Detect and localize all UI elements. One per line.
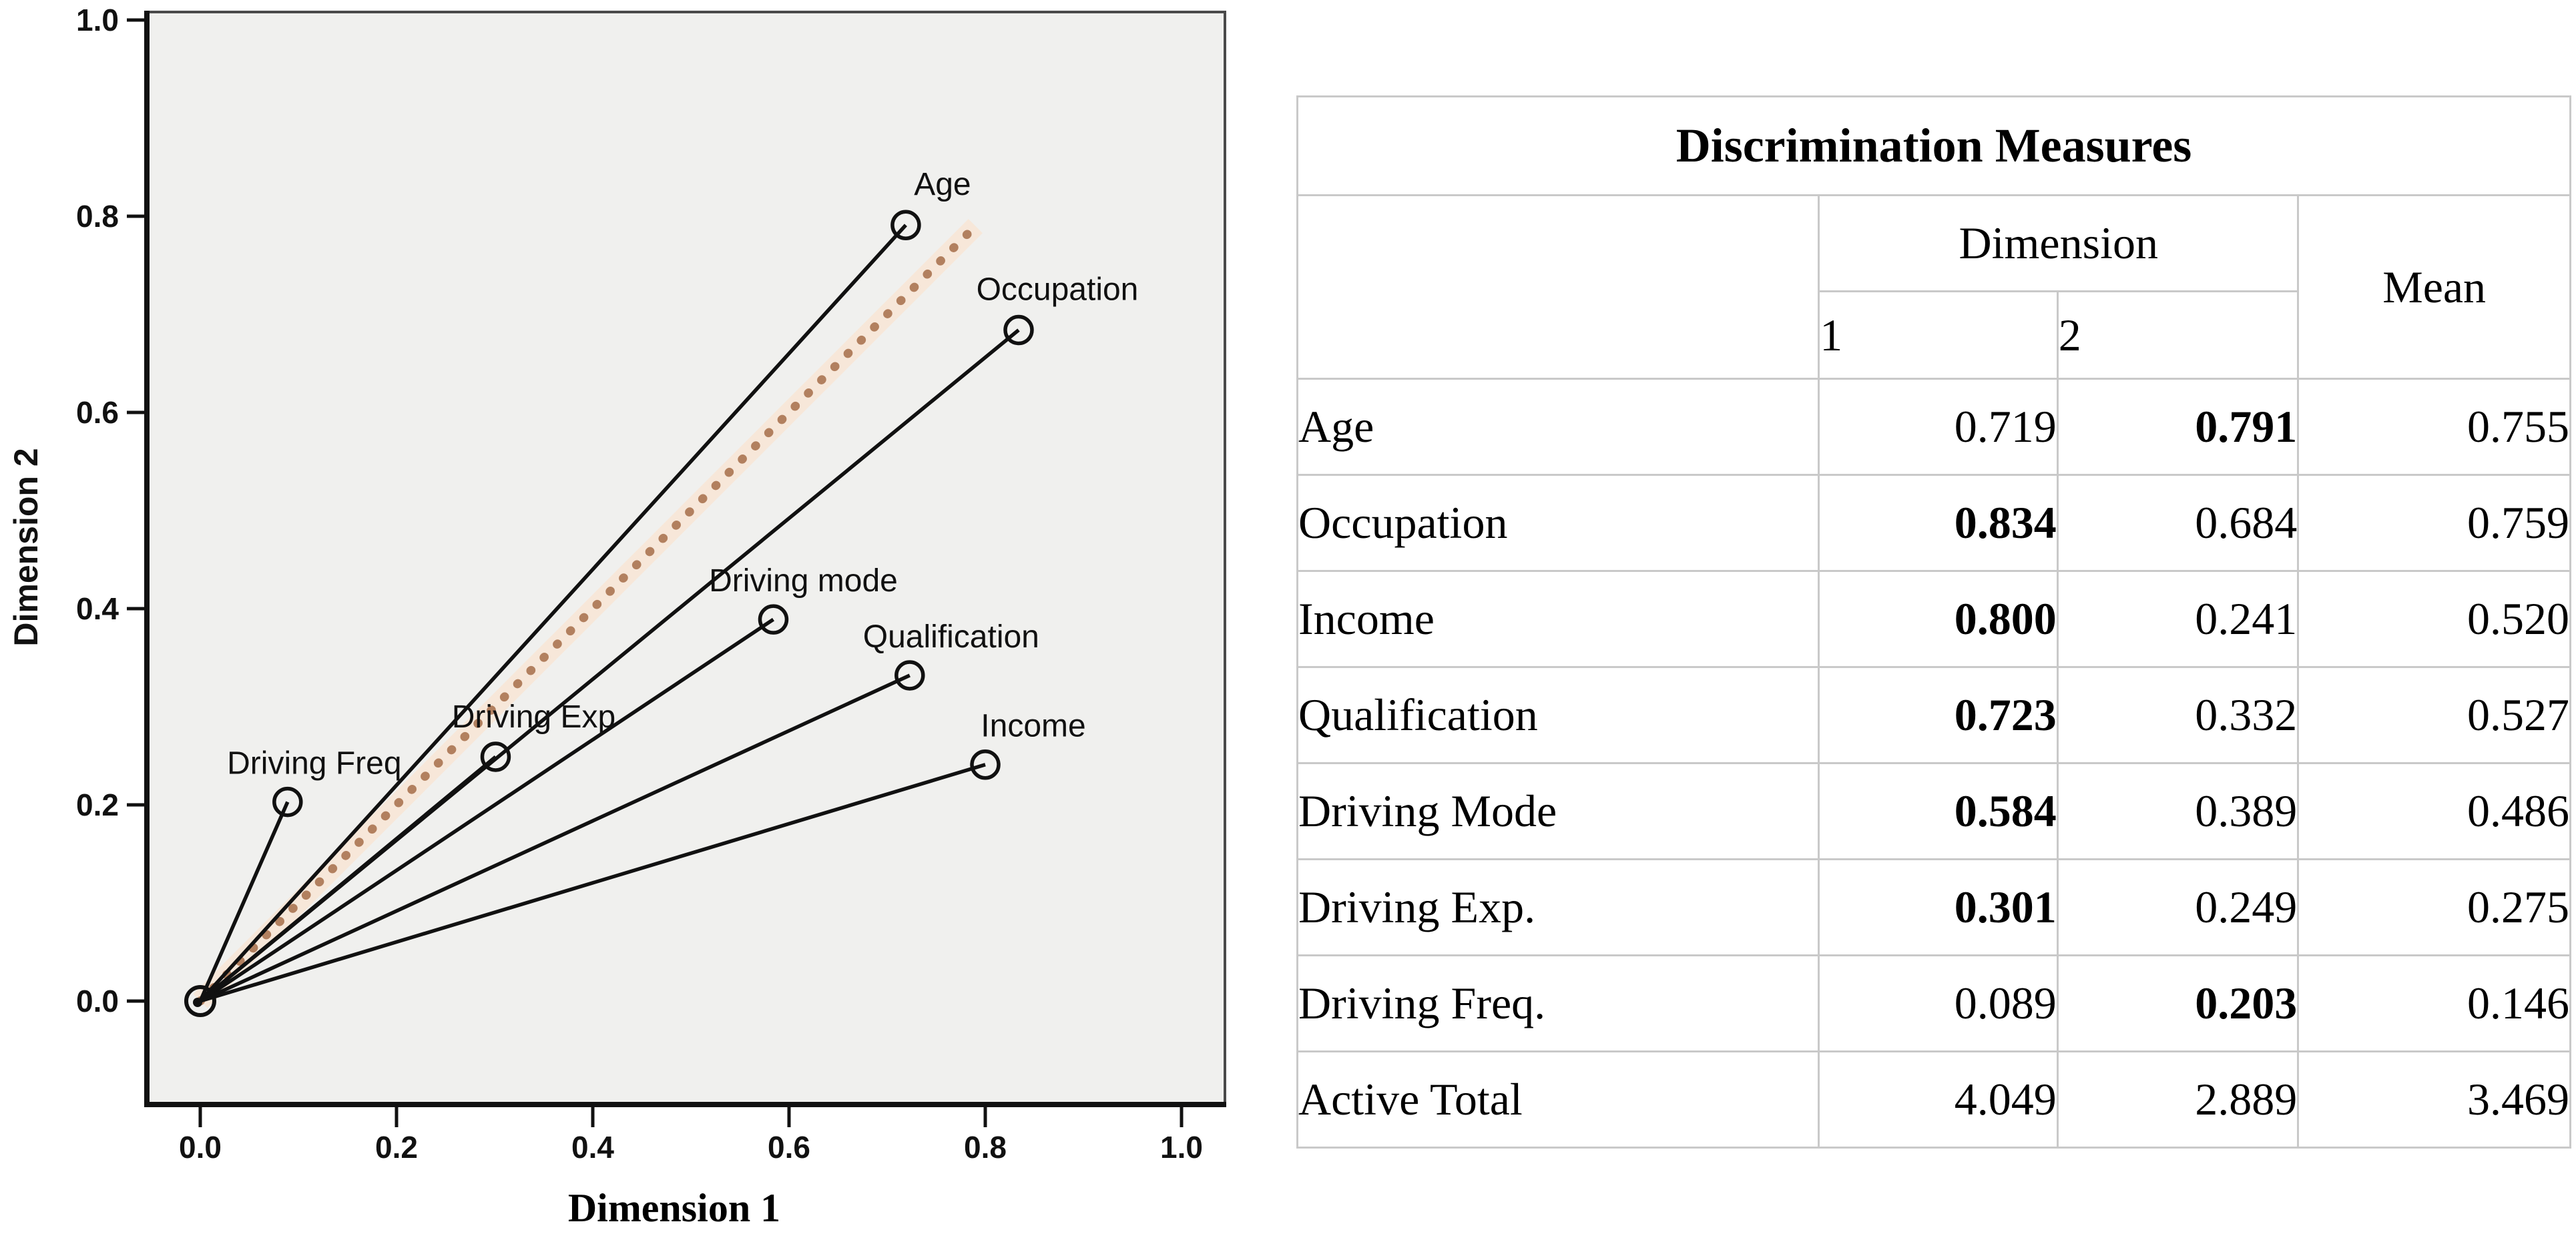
table-row: Age 0.719 0.791 0.755 <box>1296 378 2571 476</box>
point-label-occupation: Occupation <box>977 272 1139 308</box>
y-tick-label: 0.2 <box>76 788 119 822</box>
point-marker-age <box>890 210 921 240</box>
table-row: Driving Freq. 0.089 0.203 0.146 <box>1296 954 2571 1052</box>
y-axis-title: Dimension 2 <box>7 448 45 646</box>
dim2-value-cell: 0.241 <box>2056 570 2300 668</box>
table-header-row-group: Dimension Mean <box>1296 194 2571 380</box>
table-header-row-sub: 1 2 <box>1298 290 2571 380</box>
x-tick-label: 0.4 <box>571 1130 614 1165</box>
reference-line-dotted <box>196 222 980 1006</box>
discrimination-table-panel: Discrimination Measures Dimension Mean 1… <box>1296 95 2571 1248</box>
mean-value-cell: 0.520 <box>2297 570 2571 668</box>
discrimination-plot: 0.0 0.0 0.2 0.2 0.4 0.4 0.6 0.6 0.8 0.8 1.0 1.0 Dime… <box>0 0 1268 1248</box>
point-marker-income <box>970 749 1001 780</box>
mean-value-cell: 0.146 <box>2297 954 2571 1052</box>
row-label-cell: Driving Exp. <box>1296 858 1820 956</box>
row-label-cell: Age <box>1296 378 1820 476</box>
row-label-cell: Driving Freq. <box>1296 954 1820 1052</box>
discrimination-table-body: Discrimination Measures Dimension Mean 1… <box>1296 95 2571 1149</box>
header-dim1: 1 <box>1818 290 2059 380</box>
y-tick-label: 0.6 <box>76 395 119 430</box>
dim1-value-cell: 0.723 <box>1818 666 2059 764</box>
dim2-value-cell: 2.889 <box>2056 1050 2300 1149</box>
dim1-value-cell: 0.089 <box>1818 954 2059 1052</box>
dim1-value-cell: 0.301 <box>1818 858 2059 956</box>
vector-line-income <box>200 763 986 1003</box>
dim2-value-cell: 0.684 <box>2056 474 2300 572</box>
x-tick-label: 0.8 <box>964 1130 1007 1165</box>
table-row: Driving Exp. 0.301 0.249 0.275 <box>1296 858 2571 956</box>
discrimination-table: Discrimination Measures Dimension Mean 1… <box>1296 95 2571 1149</box>
vector-line-driving-exp <box>199 755 497 1003</box>
mean-value-cell: 3.469 <box>2297 1050 2571 1149</box>
point-label-qualification: Qualification <box>863 619 1039 655</box>
plot-area <box>146 11 1226 1106</box>
y-tick-label: 0.0 <box>76 984 119 1018</box>
point-marker-qualification <box>894 660 925 691</box>
table-title-row: Discrimination Measures <box>1296 95 2571 196</box>
discrimination-plot-svg: 0.0 0.0 0.2 0.2 0.4 0.4 0.6 0.6 0.8 0.8 1.0 1.0 Dime… <box>7 3 1226 1230</box>
x-tick-label: 0.6 <box>768 1130 810 1165</box>
dim2-value-cell: 0.389 <box>2056 762 2300 860</box>
vector-line-qualification <box>199 673 911 1003</box>
mean-value-cell: 0.486 <box>2297 762 2571 860</box>
point-marker-driving-freq <box>272 786 303 818</box>
x-tick-label: 0.0 <box>179 1130 222 1165</box>
header-dim2: 2 <box>2056 290 2300 380</box>
table-title: Discrimination Measures <box>1296 95 2571 196</box>
origin-point-dot <box>193 998 202 1007</box>
row-label-cell: Active Total <box>1296 1050 1820 1149</box>
dim1-value-cell: 0.719 <box>1818 378 2059 476</box>
x-tick-label: 0.2 <box>375 1130 418 1165</box>
mean-value-cell: 0.759 <box>2297 474 2571 572</box>
x-axis-title: Dimension 1 <box>568 1186 780 1230</box>
row-label-cell: Driving Mode <box>1296 762 1820 860</box>
y-tick-label: 0.4 <box>76 591 119 626</box>
point-label-driving-freq: Driving Freq <box>227 746 401 782</box>
point-marker-driving-mode <box>758 604 789 635</box>
dim2-value-cell: 0.332 <box>2056 666 2300 764</box>
table-row: Driving Mode 0.584 0.389 0.486 <box>1296 762 2571 860</box>
point-label-income: Income <box>981 709 1085 744</box>
y-tick-label: 0.8 <box>76 199 119 234</box>
table-row: Active Total 4.049 2.889 3.469 <box>1296 1050 2571 1149</box>
row-label-cell: Qualification <box>1296 666 1820 764</box>
vector-line-driving-mode <box>199 617 775 1003</box>
header-dimension: Dimension <box>1818 194 2300 292</box>
table-row: Qualification 0.723 0.332 0.527 <box>1296 666 2571 764</box>
dim1-value-cell: 4.049 <box>1818 1050 2059 1149</box>
mean-value-cell: 0.275 <box>2297 858 2571 956</box>
header-mean: Mean <box>2297 194 2571 380</box>
mean-value-cell: 0.527 <box>2297 666 2571 764</box>
table-row: Income 0.800 0.241 0.520 <box>1296 570 2571 668</box>
point-label-driving-mode: Driving mode <box>709 563 898 599</box>
dim1-value-cell: 0.584 <box>1818 762 2059 860</box>
y-tick-label: 1.0 <box>76 3 119 37</box>
row-label-cell: Occupation <box>1296 474 1820 572</box>
header-empty-cell <box>1296 194 1820 380</box>
point-label-driving-exp: Driving Exp <box>452 699 615 735</box>
vector-line-driving-freq <box>198 801 290 1002</box>
table-row: Occupation 0.834 0.684 0.759 <box>1296 474 2571 572</box>
dim2-value-cell: 0.203 <box>2056 954 2300 1052</box>
x-tick-label: 1.0 <box>1160 1130 1203 1165</box>
dim2-value-cell: 0.791 <box>2056 378 2300 476</box>
dim2-value-cell: 0.249 <box>2056 858 2300 956</box>
dim1-value-cell: 0.800 <box>1818 570 2059 668</box>
mean-value-cell: 0.755 <box>2297 378 2571 476</box>
point-marker-occupation <box>1003 314 1034 346</box>
point-label-age: Age <box>914 167 971 202</box>
row-label-cell: Income <box>1296 570 1820 668</box>
dim1-value-cell: 0.834 <box>1818 474 2059 572</box>
origin-point-marker <box>184 985 216 1017</box>
vector-line-age <box>198 224 907 1002</box>
point-marker-driving-exp <box>480 741 511 772</box>
